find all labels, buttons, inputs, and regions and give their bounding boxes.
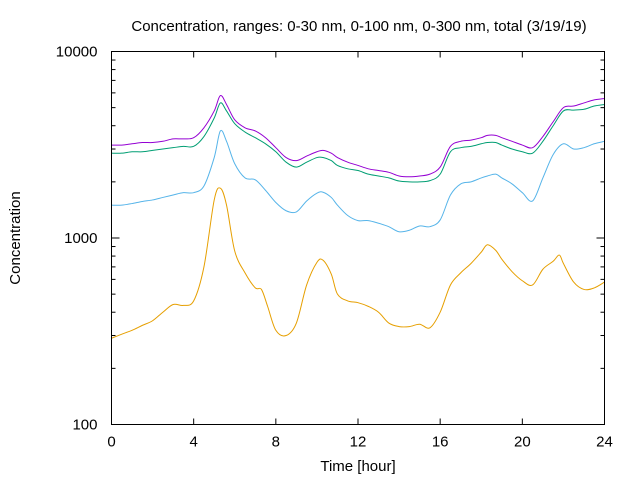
- x-tick-label: 24: [596, 434, 613, 451]
- series-line-3: [111, 102, 605, 183]
- y-tick-labels: 100 1000 10000: [56, 44, 98, 434]
- y-tick-label: 100: [72, 417, 97, 434]
- x-tick-labels: 0 4 8 12 16 20 24: [107, 434, 613, 451]
- series-line-4: [111, 95, 605, 178]
- x-axis-label: Time [hour]: [320, 458, 395, 475]
- x-tick-label: 0: [107, 434, 115, 451]
- x-tick-label: 4: [189, 434, 197, 451]
- x-tick-label: 16: [432, 434, 449, 451]
- y-tick-label: 1000: [64, 230, 97, 247]
- x-tick-label: 12: [350, 434, 367, 451]
- x-tick-label: 20: [514, 434, 531, 451]
- series-line-1: [111, 187, 605, 339]
- plot-series: [111, 95, 605, 339]
- y-tick-label: 10000: [56, 44, 98, 61]
- plot-frame: [111, 51, 605, 425]
- x-tick-label: 8: [272, 434, 280, 451]
- chart-title: Concentration, ranges: 0-30 nm, 0-100 nm…: [131, 18, 586, 35]
- y-axis-label: Concentration: [7, 191, 24, 284]
- series-line-2: [111, 129, 605, 233]
- axis-ticks: [111, 51, 605, 425]
